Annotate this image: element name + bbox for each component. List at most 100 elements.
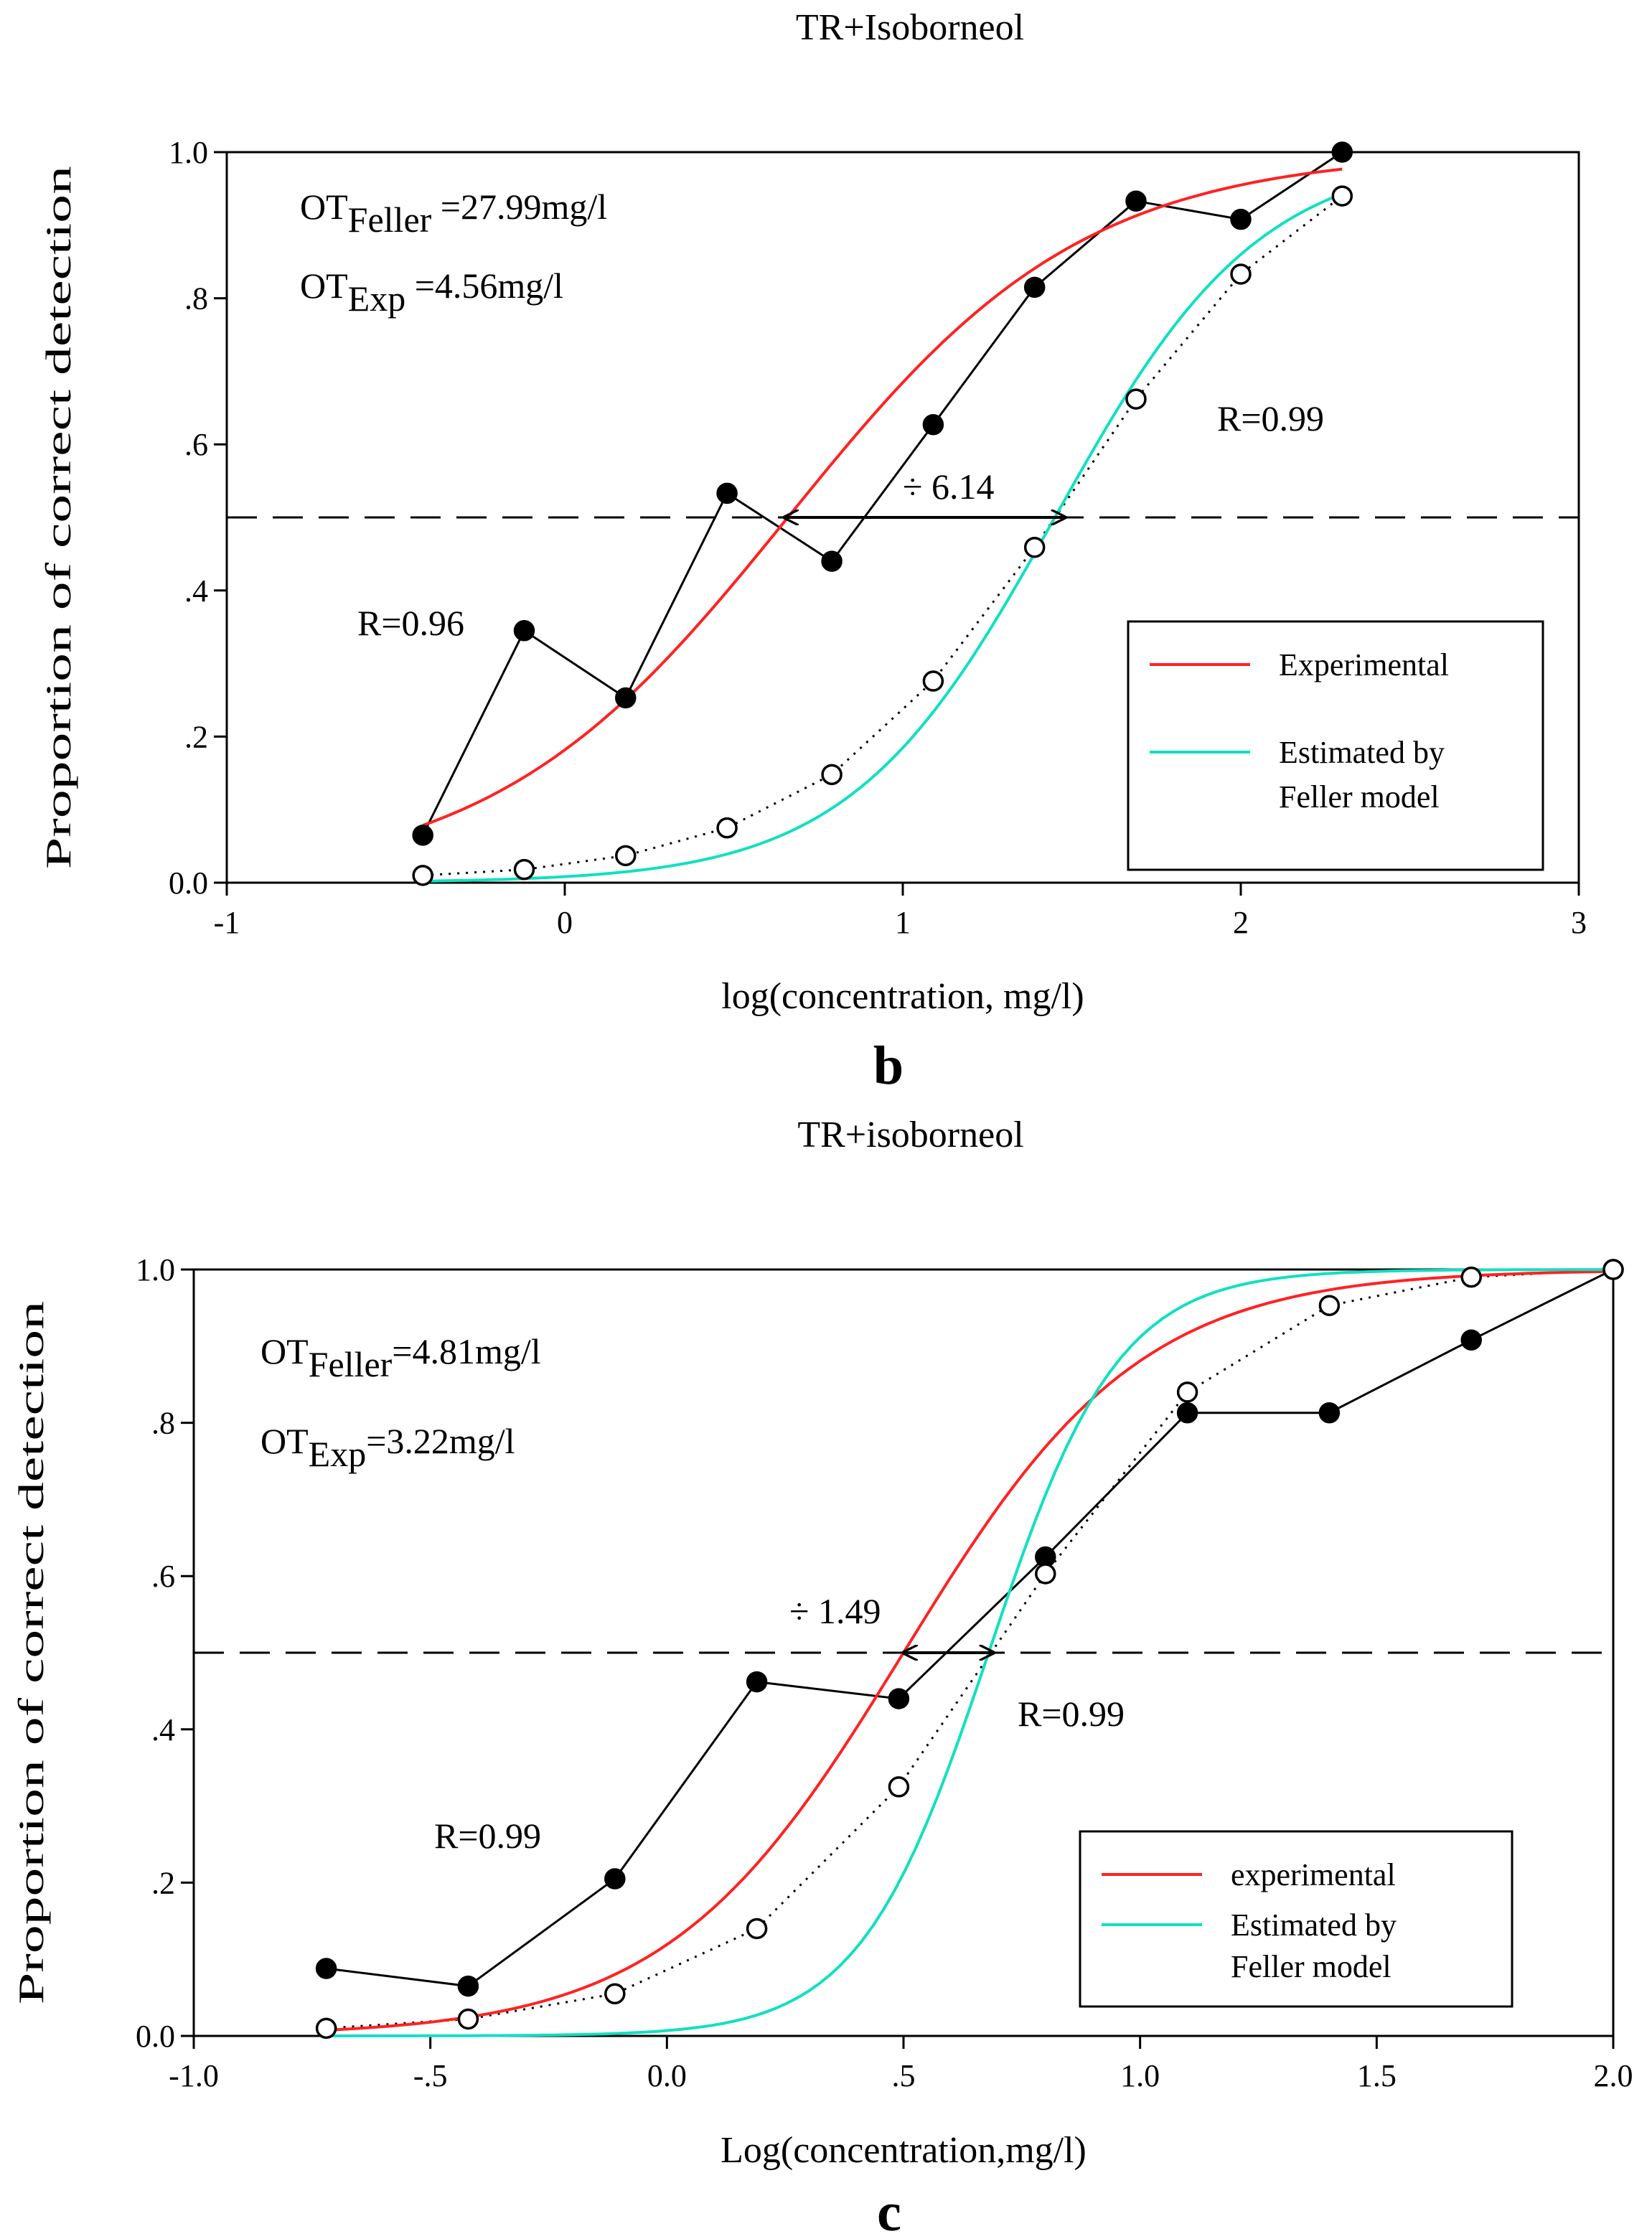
y-tick-label: .2 <box>184 719 208 754</box>
x-tick-label: .5 <box>892 2058 916 2093</box>
y-tick-label: 0.0 <box>169 865 208 901</box>
feller-fit-curve <box>326 1268 1613 2037</box>
ot-exp-annotation-prefix: OT <box>300 266 348 306</box>
ot-exp-annotation-prefix: OT <box>261 1421 309 1461</box>
panel-label: b <box>873 1036 904 1096</box>
x-tick-label: -.5 <box>413 2058 448 2093</box>
experimental-data-point <box>922 413 944 436</box>
experimental-data-point <box>1023 276 1046 299</box>
y-axis-label: Proportion of correct detection <box>38 166 78 869</box>
ot-exp-annotation: OTExp=3.22mg/l <box>261 1421 515 1474</box>
experimental-data-point <box>1460 1329 1482 1351</box>
x-tick-label: 3 <box>1571 905 1587 940</box>
feller-data-point <box>1035 1563 1056 1585</box>
chart-title: TR+Isoborneol <box>796 7 1024 48</box>
experimental-data-line <box>326 1268 1614 1988</box>
legend-label-feller-line1: Estimated by <box>1279 735 1445 770</box>
feller-data-point <box>1230 263 1252 285</box>
feller-data-point <box>412 865 433 886</box>
ot-feller-annotation-prefix: OT <box>300 187 348 227</box>
feller-data-point <box>1460 1266 1482 1288</box>
experimental-data-line <box>421 151 1343 836</box>
legend-label-experimental: Experimental <box>1279 647 1449 682</box>
experimental-data-point <box>412 825 433 846</box>
ot-feller-annotation: OTFeller=4.81mg/l <box>261 1331 541 1384</box>
y-tick-label: 1.0 <box>136 1252 175 1287</box>
feller-data-point <box>922 670 944 692</box>
legend-label-feller-line1: Estimated by <box>1231 1907 1397 1943</box>
x-tick-label: 2 <box>1233 905 1249 940</box>
feller-data-point <box>315 2017 337 2040</box>
r-experimental-annotation: R=0.96 <box>357 603 464 643</box>
experimental-data-point <box>1318 1402 1341 1424</box>
x-tick-label: 0 <box>557 905 573 940</box>
chart-b: TR+Isoborneol 0.0 .2 .4 .6 .8 1.0 -1 0 1 2 3 log(con… <box>38 7 1587 1096</box>
experimental-data-point <box>615 687 637 709</box>
legend-box <box>1127 620 1544 871</box>
feller-data-point <box>1331 185 1353 207</box>
feller-data-point <box>604 1983 626 2005</box>
x-tick-label: 1.5 <box>1357 2058 1397 2093</box>
y-tick-label: .4 <box>151 1712 175 1747</box>
ot-feller-annotation-prefix: OT <box>261 1331 309 1371</box>
x-tick-label: 0.0 <box>647 2058 687 2093</box>
y-axis-label: Proportion of correct detection <box>11 1301 51 2004</box>
x-tick-label: -1.0 <box>169 2058 219 2093</box>
y-tick-label: .6 <box>151 1559 175 1594</box>
feller-data-point <box>1176 1381 1198 1403</box>
experimental-fit-curve <box>422 167 1343 827</box>
y-tick-label: .4 <box>184 573 208 609</box>
x-tick-label: 1 <box>895 905 911 940</box>
ot-exp-annotation: OTExp =4.56mg/l <box>300 266 563 319</box>
r-feller-annotation: R=0.99 <box>1018 1694 1125 1734</box>
experimental-data-point <box>1125 190 1147 212</box>
feller-data-point <box>821 764 843 786</box>
feller-data-point <box>1602 1259 1624 1280</box>
legend-label-feller-line2: Feller model <box>1279 779 1440 815</box>
legend-label-experimental: experimental <box>1231 1857 1396 1892</box>
legend: Experimental Estimated by Feller model <box>1127 620 1544 871</box>
experimental-data-point <box>1176 1402 1198 1424</box>
experimental-data-point <box>315 1958 337 1979</box>
feller-data-point <box>1023 536 1046 558</box>
r-experimental-annotation: R=0.99 <box>434 1816 541 1856</box>
x-tick-label: 1.0 <box>1120 2058 1160 2093</box>
experimental-data-point <box>1331 141 1353 163</box>
legend: experimental Estimated by Feller model <box>1079 1830 1513 2008</box>
experimental-data-point <box>746 1671 768 1693</box>
chart-c: TR+isoborneol 0.0 .2 .4 .6 .8 1.0 -1.0 -.5 0.0 .5 1… <box>11 1114 1633 2234</box>
experimental-data-point <box>716 482 738 504</box>
feller-data-point <box>1318 1295 1341 1316</box>
feller-data-point <box>615 845 637 867</box>
x-tick-label: -1 <box>214 905 240 940</box>
ot-exp-annotation-subscript: Exp <box>348 278 406 319</box>
feller-data-point <box>457 2008 479 2030</box>
experimental-data-point <box>604 1868 626 1890</box>
y-tick-label: 0.0 <box>136 2019 175 2054</box>
experimental-data-point <box>457 1975 479 1997</box>
x-tick-label: 2.0 <box>1594 2058 1633 2093</box>
ot-feller-annotation-subscript: Feller <box>348 200 432 240</box>
y-tick-label: .8 <box>184 281 208 316</box>
experimental-fit-curve <box>326 1269 1614 2032</box>
ot-exp-annotation-value: =3.22mg/l <box>366 1421 515 1461</box>
experimental-data-point <box>1230 208 1252 230</box>
y-tick-label: .8 <box>151 1406 175 1441</box>
y-tick-label: 1.0 <box>169 135 208 170</box>
legend-label-feller-line2: Feller model <box>1231 1949 1391 1984</box>
y-tick-label: .6 <box>184 427 208 462</box>
legend-box <box>1079 1830 1513 2008</box>
feller-fit-curve <box>423 192 1343 883</box>
experimental-data-point <box>821 550 843 572</box>
feller-data-point <box>1125 388 1147 410</box>
experimental-data-point <box>513 620 535 642</box>
y-tick-label: .2 <box>151 1865 175 1900</box>
x-axis-label: Log(concentration,mg/l) <box>721 2130 1087 2171</box>
ot-feller-annotation-subscript: Feller <box>309 1344 393 1384</box>
feller-data-line <box>326 1268 1614 2029</box>
ot-feller-annotation: OTFeller =27.99mg/l <box>300 187 607 240</box>
chart-title: TR+isoborneol <box>797 1114 1023 1155</box>
feller-data-point <box>746 1918 768 1940</box>
experimental-data-point <box>888 1688 910 1709</box>
